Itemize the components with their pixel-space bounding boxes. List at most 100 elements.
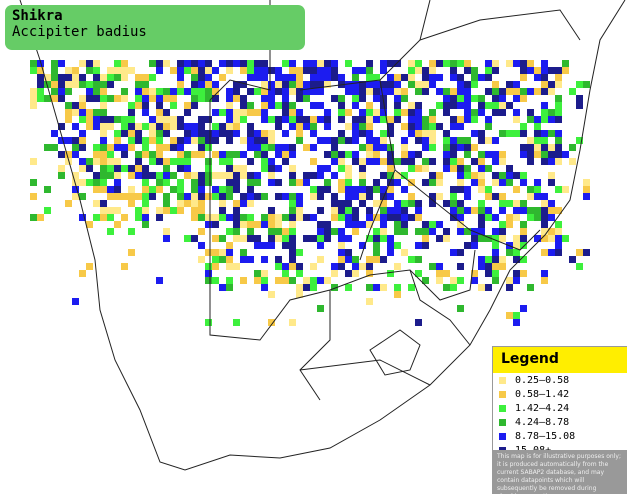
grid-cell bbox=[177, 81, 184, 88]
grid-cell bbox=[184, 137, 191, 144]
grid-cell bbox=[191, 186, 198, 193]
grid-cell bbox=[408, 284, 415, 291]
grid-cell bbox=[394, 74, 401, 81]
grid-cell bbox=[352, 158, 359, 165]
grid-cell bbox=[513, 186, 520, 193]
grid-cell bbox=[156, 123, 163, 130]
legend-swatch bbox=[499, 419, 506, 426]
grid-cell bbox=[142, 102, 149, 109]
grid-cell bbox=[345, 214, 352, 221]
grid-cell bbox=[198, 179, 205, 186]
grid-cell bbox=[541, 102, 548, 109]
grid-cell bbox=[569, 88, 576, 95]
grid-cell bbox=[240, 277, 247, 284]
grid-cell bbox=[366, 214, 373, 221]
grid-cell bbox=[30, 60, 37, 67]
grid-cell bbox=[156, 172, 163, 179]
grid-cell bbox=[415, 60, 422, 67]
grid-cell bbox=[331, 151, 338, 158]
grid-cell bbox=[191, 193, 198, 200]
grid-cell bbox=[450, 200, 457, 207]
grid-cell bbox=[226, 249, 233, 256]
grid-cell bbox=[30, 102, 37, 109]
grid-cell bbox=[541, 74, 548, 81]
grid-cell bbox=[401, 88, 408, 95]
grid-cell bbox=[562, 235, 569, 242]
grid-cell bbox=[149, 74, 156, 81]
grid-cell bbox=[205, 137, 212, 144]
grid-cell bbox=[58, 123, 65, 130]
grid-cell bbox=[44, 144, 51, 151]
grid-cell bbox=[422, 165, 429, 172]
grid-cell bbox=[289, 81, 296, 88]
legend-item: 0.58–1.42 bbox=[493, 388, 627, 401]
grid-cell bbox=[450, 186, 457, 193]
grid-cell bbox=[198, 74, 205, 81]
grid-cell bbox=[380, 60, 387, 67]
grid-cell bbox=[296, 284, 303, 291]
grid-cell bbox=[450, 214, 457, 221]
grid-cell bbox=[163, 200, 170, 207]
grid-cell bbox=[296, 263, 303, 270]
grid-cell bbox=[205, 179, 212, 186]
grid-cell bbox=[450, 60, 457, 67]
grid-cell bbox=[387, 158, 394, 165]
grid-cell bbox=[163, 109, 170, 116]
grid-cell bbox=[555, 158, 562, 165]
grid-cell bbox=[415, 151, 422, 158]
grid-cell bbox=[373, 249, 380, 256]
grid-cell bbox=[219, 249, 226, 256]
grid-cell bbox=[219, 235, 226, 242]
grid-cell bbox=[247, 158, 254, 165]
grid-cell bbox=[513, 256, 520, 263]
grid-cell bbox=[310, 74, 317, 81]
grid-cell bbox=[86, 95, 93, 102]
grid-cell bbox=[338, 102, 345, 109]
grid-cell bbox=[170, 158, 177, 165]
grid-cell bbox=[107, 214, 114, 221]
grid-cell bbox=[394, 200, 401, 207]
grid-cell bbox=[387, 123, 394, 130]
grid-cell bbox=[184, 158, 191, 165]
grid-cell bbox=[205, 144, 212, 151]
grid-cell bbox=[380, 158, 387, 165]
grid-cell bbox=[548, 235, 555, 242]
grid-cell bbox=[296, 179, 303, 186]
grid-cell bbox=[408, 193, 415, 200]
grid-cell bbox=[387, 193, 394, 200]
grid-cell bbox=[121, 88, 128, 95]
grid-cell bbox=[492, 60, 499, 67]
grid-cell bbox=[233, 95, 240, 102]
grid-cell bbox=[289, 193, 296, 200]
grid-cell bbox=[100, 81, 107, 88]
grid-cell bbox=[135, 165, 142, 172]
grid-cell bbox=[520, 151, 527, 158]
grid-cell bbox=[233, 116, 240, 123]
grid-cell bbox=[233, 130, 240, 137]
grid-cell bbox=[226, 284, 233, 291]
grid-cell bbox=[142, 151, 149, 158]
grid-cell bbox=[268, 130, 275, 137]
grid-cell bbox=[156, 151, 163, 158]
grid-cell bbox=[387, 74, 394, 81]
grid-cell bbox=[233, 235, 240, 242]
grid-cell bbox=[359, 242, 366, 249]
grid-cell bbox=[324, 109, 331, 116]
grid-cell bbox=[247, 186, 254, 193]
grid-cell bbox=[86, 60, 93, 67]
grid-cell bbox=[345, 109, 352, 116]
grid-cell bbox=[429, 172, 436, 179]
grid-cell bbox=[261, 221, 268, 228]
grid-cell bbox=[548, 214, 555, 221]
grid-cell bbox=[415, 116, 422, 123]
grid-cell bbox=[184, 88, 191, 95]
grid-cell bbox=[198, 130, 205, 137]
grid-cell bbox=[254, 193, 261, 200]
grid-cell bbox=[289, 256, 296, 263]
grid-cell bbox=[387, 235, 394, 242]
grid-cell bbox=[331, 193, 338, 200]
grid-cell bbox=[366, 193, 373, 200]
grid-cell bbox=[450, 102, 457, 109]
grid-cell bbox=[541, 130, 548, 137]
grid-cell bbox=[310, 277, 317, 284]
